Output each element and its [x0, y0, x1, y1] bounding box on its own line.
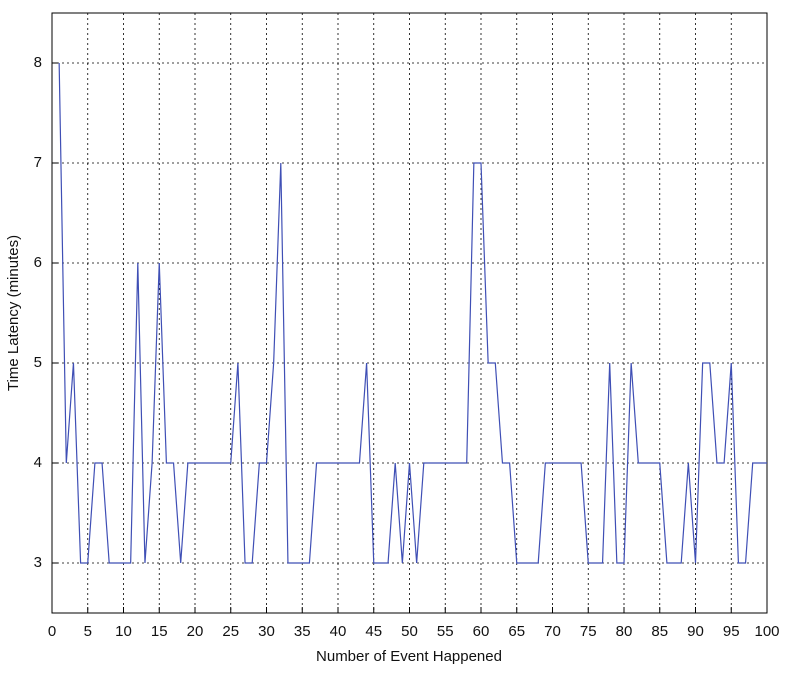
x-tick-label: 75: [580, 623, 597, 640]
x-tick-label: 0: [48, 623, 56, 640]
x-tick-label: 60: [473, 623, 490, 640]
x-tick-label: 65: [508, 623, 525, 640]
y-tick-label: 4: [34, 454, 42, 471]
x-tick-label: 70: [544, 623, 561, 640]
x-tick-label: 100: [754, 623, 779, 640]
y-tick-label: 6: [34, 254, 42, 271]
x-tick-label: 10: [115, 623, 132, 640]
y-tick-label: 3: [34, 554, 42, 571]
x-tick-label: 15: [151, 623, 168, 640]
y-axis-label: Time Latency (minutes): [5, 235, 22, 391]
x-tick-label: 25: [222, 623, 239, 640]
x-tick-label: 90: [687, 623, 704, 640]
x-tick-label: 50: [401, 623, 418, 640]
data-line: [58, 62, 767, 564]
x-tick-label: 80: [616, 623, 633, 640]
x-tick-label: 35: [294, 623, 311, 640]
x-tick-label: 20: [187, 623, 204, 640]
x-tick-label: 40: [330, 623, 347, 640]
y-tick-label: 8: [34, 54, 42, 71]
y-tick-label: 7: [34, 154, 42, 171]
x-axis-label: Number of Event Happened: [316, 648, 502, 665]
x-tick-label: 95: [723, 623, 740, 640]
x-tick-label: 5: [84, 623, 92, 640]
x-tick-label: 30: [258, 623, 275, 640]
y-tick-label: 5: [34, 354, 42, 371]
x-tick-label: 55: [437, 623, 454, 640]
x-tick-label: 85: [651, 623, 668, 640]
x-tick-label: 45: [365, 623, 382, 640]
